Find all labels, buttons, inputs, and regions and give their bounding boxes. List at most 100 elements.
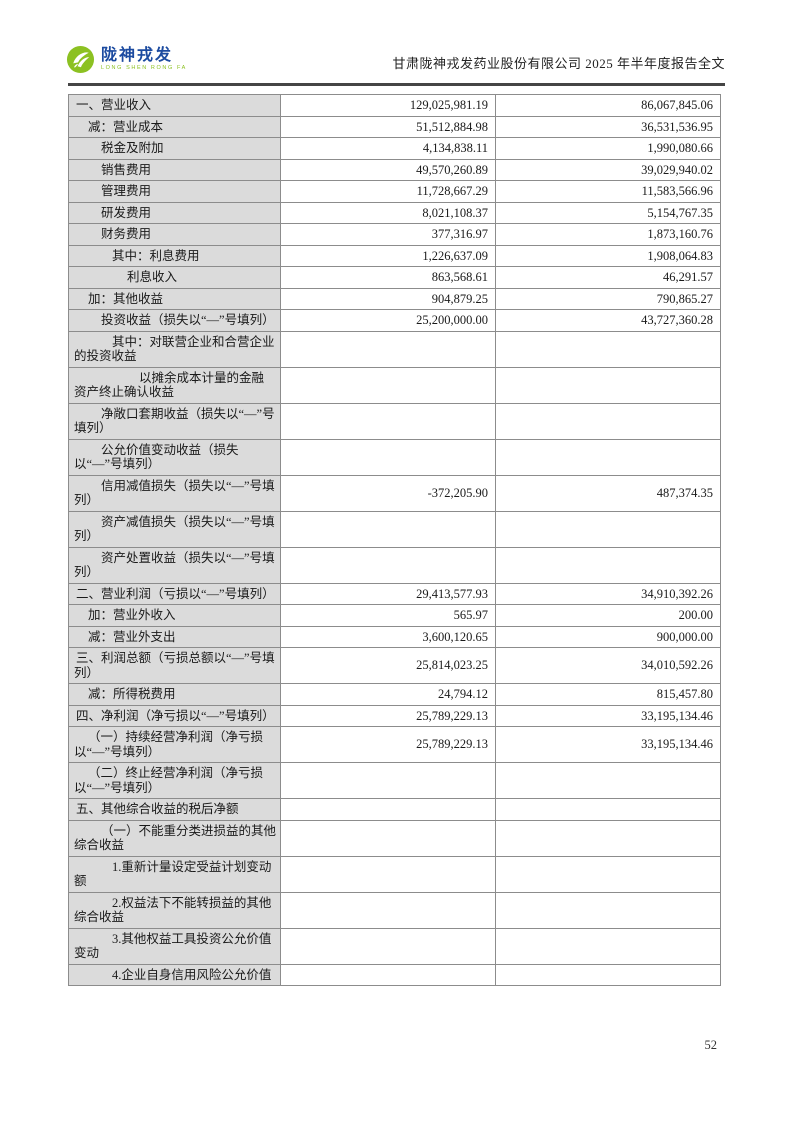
row-current-period-cell	[280, 819, 496, 857]
table-row: 公允价值变动收益（损失以“—”号填列）	[68, 438, 721, 476]
row-label-cell: 信用减值损失（损失以“—”号填列）	[68, 474, 281, 512]
row-prior-period-cell: 86,067,845.06	[495, 94, 721, 117]
row-current-period-cell: 565.97	[280, 604, 496, 627]
row-current-period-cell: 51,512,884.98	[280, 115, 496, 138]
row-current-period-cell: 11,728,667.29	[280, 180, 496, 203]
row-prior-period-cell	[495, 546, 721, 584]
page-number: 52	[704, 1038, 718, 1052]
row-label-cell: 4.企业自身信用风险公允价值	[68, 963, 281, 986]
brand-name-en: LONG SHEN RONG FA	[101, 64, 187, 71]
row-prior-period-cell: 11,583,566.96	[495, 180, 721, 203]
row-prior-period-cell	[495, 366, 721, 404]
row-current-period-cell: 3,600,120.65	[280, 625, 496, 648]
table-row: 四、净利润（净亏损以“—”号填列） 25,789,229.13 33,195,134…	[68, 704, 721, 727]
row-prior-period-cell: 46,291.57	[495, 266, 721, 289]
row-label-cell: 研发费用	[68, 201, 281, 224]
brand-name-cn: 陇神戎发	[101, 46, 174, 64]
row-label-cell: 五、其他综合收益的税后净额	[68, 798, 281, 821]
table-row: 资产减值损失（损失以“—”号填列）	[68, 510, 721, 548]
header-divider	[68, 83, 725, 86]
table-row: 资产处置收益（损失以“—”号填列）	[68, 546, 721, 584]
table-row: 净敞口套期收益（损失以“—”号填列）	[68, 402, 721, 440]
row-current-period-cell	[280, 366, 496, 404]
row-current-period-cell	[280, 438, 496, 476]
row-current-period-cell	[280, 855, 496, 893]
row-label-cell: 其中：利息费用	[68, 244, 281, 267]
row-label-cell: （一）持续经营净利润（净亏损以“—”号填列）	[68, 726, 281, 763]
row-label-cell: 其中：对联营企业和合营企业的投资收益	[68, 330, 281, 368]
row-label-cell: 销售费用	[68, 158, 281, 181]
table-row: 销售费用 49,570,260.89 39,029,940.02	[68, 158, 721, 181]
income-statement-section: 一、营业收入 129,025,981.19 86,067,845.06 减：营业成本 5…	[68, 94, 721, 986]
row-prior-period-cell	[495, 762, 721, 799]
row-prior-period-cell: 790,865.27	[495, 287, 721, 310]
row-prior-period-cell: 487,374.35	[495, 474, 721, 512]
table-row: 税金及附加 4,134,838.11 1,990,080.66	[68, 137, 721, 160]
row-prior-period-cell: 36,531,536.95	[495, 115, 721, 138]
row-current-period-cell	[280, 762, 496, 799]
logo-icon	[66, 45, 95, 74]
row-prior-period-cell: 200.00	[495, 604, 721, 627]
table-row: 二、营业利润（亏损以“—”号填列） 29,413,577.93 34,910,392…	[68, 582, 721, 605]
row-label-cell: 2.权益法下不能转损益的其他综合收益	[68, 891, 281, 929]
row-current-period-cell: 24,794.12	[280, 683, 496, 706]
row-prior-period-cell: 1,908,064.83	[495, 244, 721, 267]
table-row: 信用减值损失（损失以“—”号填列） -372,205.90 487,374.35	[68, 474, 721, 512]
page-header: 陇神戎发 LONG SHEN RONG FA 甘肃陇神戎发药业股份有限公司 20…	[0, 0, 793, 86]
table-row: （一）持续经营净利润（净亏损以“—”号填列） 25,789,229.13 33,19…	[68, 726, 721, 763]
row-current-period-cell: 25,200,000.00	[280, 309, 496, 332]
row-label-cell: 3.其他权益工具投资公允价值变动	[68, 927, 281, 965]
row-prior-period-cell: 34,010,592.26	[495, 647, 721, 684]
row-label-cell: 财务费用	[68, 223, 281, 246]
row-prior-period-cell: 1,873,160.76	[495, 223, 721, 246]
row-label-cell: 二、营业利润（亏损以“—”号填列）	[68, 582, 281, 605]
row-label-cell: 1.重新计量设定受益计划变动额	[68, 855, 281, 893]
table-row: 其中：对联营企业和合营企业的投资收益	[68, 330, 721, 368]
row-label-cell: 三、利润总额（亏损总额以“—”号填列）	[68, 647, 281, 684]
row-label-cell: 加：其他收益	[68, 287, 281, 310]
row-current-period-cell: 377,316.97	[280, 223, 496, 246]
row-prior-period-cell	[495, 510, 721, 548]
row-label-cell: 四、净利润（净亏损以“—”号填列）	[68, 704, 281, 727]
row-label-cell: （二）终止经营净利润（净亏损以“—”号填列）	[68, 762, 281, 799]
income-statement-table: 一、营业收入 129,025,981.19 86,067,845.06 减：营业成本 5…	[68, 94, 721, 986]
row-prior-period-cell: 43,727,360.28	[495, 309, 721, 332]
row-current-period-cell	[280, 798, 496, 821]
table-row: 投资收益（损失以“—”号填列） 25,200,000.00 43,727,360.2…	[68, 309, 721, 332]
report-title: 甘肃陇神戎发药业股份有限公司 2025 年半年度报告全文	[392, 56, 725, 71]
row-label-cell: 资产减值损失（损失以“—”号填列）	[68, 510, 281, 548]
row-current-period-cell: 25,789,229.13	[280, 704, 496, 727]
row-prior-period-cell: 900,000.00	[495, 625, 721, 648]
row-prior-period-cell: 39,029,940.02	[495, 158, 721, 181]
row-current-period-cell	[280, 402, 496, 440]
row-prior-period-cell: 5,154,767.35	[495, 201, 721, 224]
row-label-cell: 一、营业收入	[68, 94, 281, 117]
row-prior-period-cell: 815,457.80	[495, 683, 721, 706]
table-row: （一）不能重分类进损益的其他综合收益	[68, 819, 721, 857]
row-prior-period-cell	[495, 927, 721, 965]
row-label-cell: 净敞口套期收益（损失以“—”号填列）	[68, 402, 281, 440]
table-row: 4.企业自身信用风险公允价值	[68, 963, 721, 986]
table-row: 减：所得税费用 24,794.12 815,457.80	[68, 683, 721, 706]
row-label-cell: 公允价值变动收益（损失以“—”号填列）	[68, 438, 281, 476]
row-current-period-cell: 1,226,637.09	[280, 244, 496, 267]
row-label-cell: 投资收益（损失以“—”号填列）	[68, 309, 281, 332]
table-row: 以摊余成本计量的金融资产终止确认收益	[68, 366, 721, 404]
row-label-cell: 利息收入	[68, 266, 281, 289]
row-current-period-cell: 29,413,577.93	[280, 582, 496, 605]
row-current-period-cell: 8,021,108.37	[280, 201, 496, 224]
row-current-period-cell: 49,570,260.89	[280, 158, 496, 181]
row-prior-period-cell: 33,195,134.46	[495, 726, 721, 763]
row-current-period-cell: 904,879.25	[280, 287, 496, 310]
company-logo: 陇神戎发 LONG SHEN RONG FA	[66, 45, 187, 74]
row-label-cell: 税金及附加	[68, 137, 281, 160]
row-current-period-cell: 25,814,023.25	[280, 647, 496, 684]
row-current-period-cell: 4,134,838.11	[280, 137, 496, 160]
row-prior-period-cell	[495, 402, 721, 440]
row-prior-period-cell	[495, 891, 721, 929]
table-row: 财务费用 377,316.97 1,873,160.76	[68, 223, 721, 246]
row-prior-period-cell	[495, 330, 721, 368]
table-row: 三、利润总额（亏损总额以“—”号填列） 25,814,023.25 34,010,5…	[68, 647, 721, 684]
table-row: 2.权益法下不能转损益的其他综合收益	[68, 891, 721, 929]
